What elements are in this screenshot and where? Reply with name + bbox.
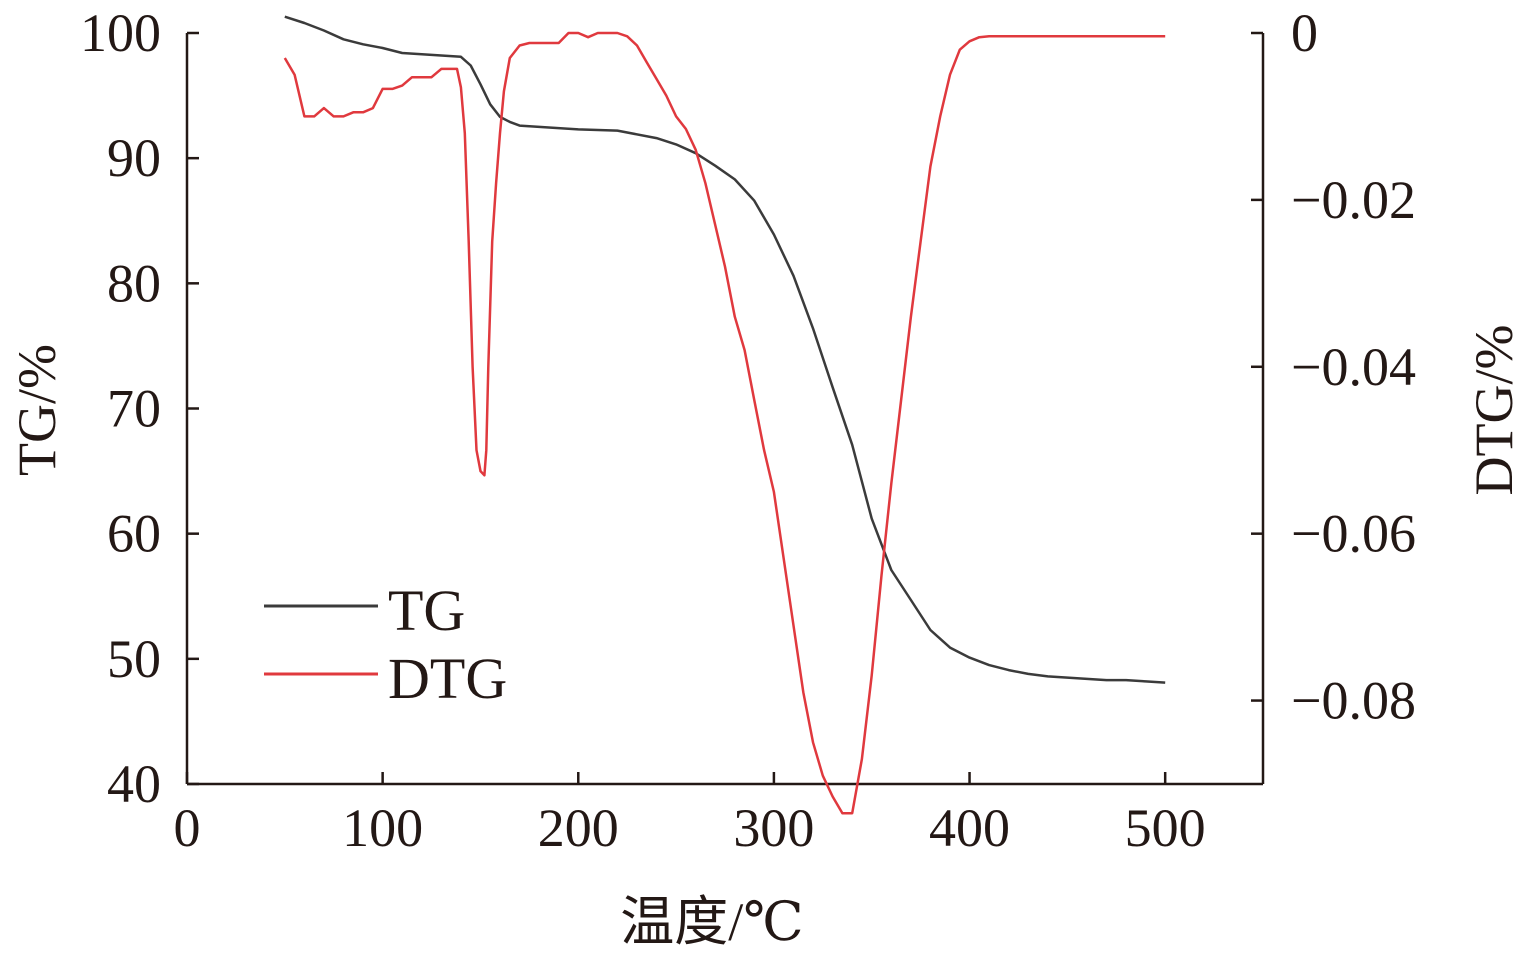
right-y-tick-label: −0.06 — [1291, 504, 1416, 564]
x-tick-label: 500 — [1125, 798, 1206, 858]
series-line-dtg — [283, 31, 1166, 815]
right-y-tick-label: −0.04 — [1291, 337, 1416, 397]
legend-dtg-label: DTG — [388, 646, 507, 711]
series-line-tg — [284, 15, 1166, 684]
legend-tg-label: TG — [388, 578, 465, 643]
left-y-tick-label: 90 — [107, 128, 161, 188]
x-axis-ticks: 0 100 200 300 400 500 — [174, 772, 1206, 858]
left-y-tick-label: 60 — [107, 504, 161, 564]
left-y-tick-label: 40 — [107, 754, 161, 814]
series-layer — [283, 15, 1166, 815]
x-axis-title: 温度/℃ — [620, 892, 803, 952]
x-tick-label: 100 — [342, 798, 423, 858]
left-y-tick-label: 80 — [107, 253, 161, 313]
right-y-tick-label: −0.08 — [1291, 671, 1416, 731]
left-y-tick-label: 50 — [107, 629, 161, 689]
x-tick-label: 300 — [733, 798, 814, 858]
right-y-axis-ticks: 0 −0.02 −0.04 −0.06 −0.08 — [1251, 3, 1416, 731]
right-y-axis-title: DTG/% — [1464, 325, 1524, 496]
left-y-tick-label: 70 — [107, 379, 161, 439]
right-y-tick-label: −0.02 — [1291, 170, 1416, 230]
x-tick-label: 200 — [538, 798, 619, 858]
x-tick-label: 400 — [929, 798, 1010, 858]
left-y-tick-label: 100 — [80, 3, 161, 63]
left-y-axis-title: TG/% — [7, 344, 67, 476]
x-tick-label: 0 — [174, 798, 201, 858]
left-y-axis-ticks: 40 50 60 70 80 90 100 — [80, 3, 199, 814]
legend: TG DTG — [264, 578, 507, 711]
right-y-tick-label: 0 — [1291, 3, 1318, 63]
